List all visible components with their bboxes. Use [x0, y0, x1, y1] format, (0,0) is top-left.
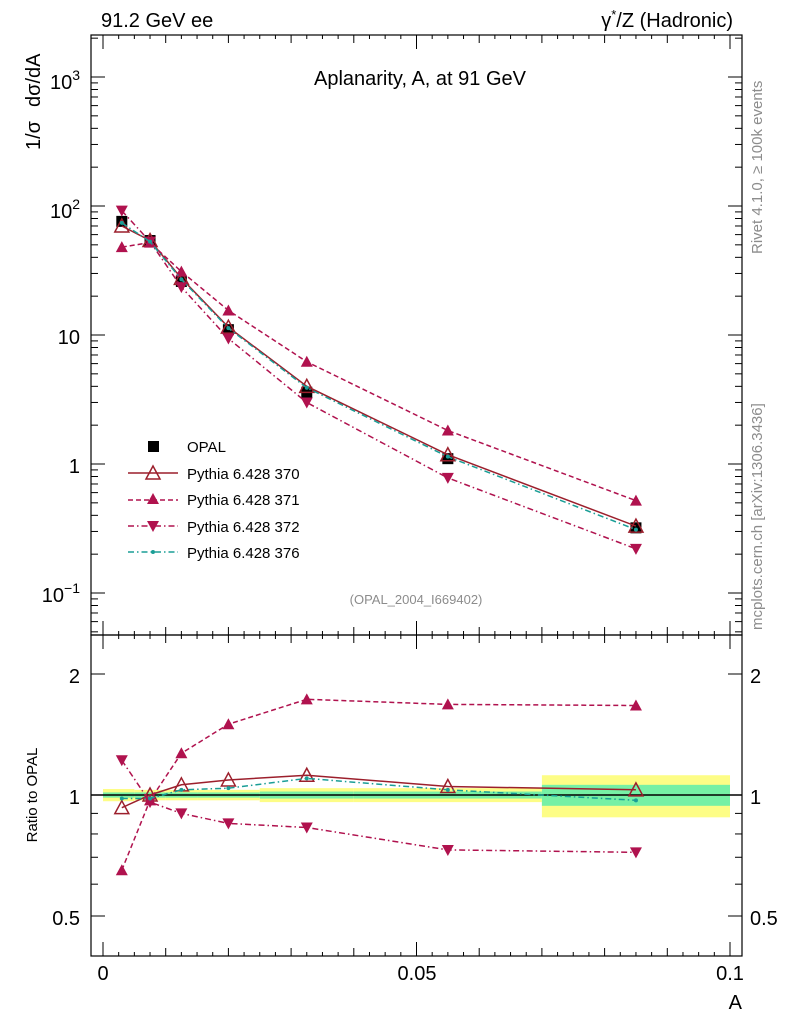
- x-tick-label-0.1: 0.1: [716, 963, 744, 985]
- data-point-p371-3: [222, 304, 235, 316]
- data-point-p376-5: [445, 787, 450, 792]
- ratio-y-tick-label-2-right: 2: [750, 666, 761, 688]
- data-point-p376-3: [226, 326, 231, 331]
- y-tick-label-0.1: 10−1: [42, 580, 80, 607]
- header-left: 91.2 GeV ee: [101, 10, 213, 32]
- x-tick-label-0.05: 0.05: [398, 963, 437, 985]
- data-point-p372-1: [144, 797, 157, 809]
- ratio-y-tick-label-2: 2: [69, 666, 80, 688]
- data-point-p372-5: [441, 844, 454, 856]
- data-point-p370-6: [627, 781, 645, 797]
- data-point-p371-0: [115, 241, 128, 253]
- data-point-p371-6: [629, 699, 642, 711]
- data-point-p372-2: [175, 808, 188, 820]
- legend-item-p371: Pythia 6.428 371: [128, 492, 300, 509]
- y-tick-label-1000: 103: [50, 67, 80, 94]
- ratio-y-tick-label-1: 1: [69, 787, 80, 809]
- x-tick-label-0: 0: [97, 963, 108, 985]
- data-point-p376-4: [304, 385, 309, 390]
- ratio-y-label: Ratio to OPAL: [24, 748, 41, 843]
- analysis-reference: (OPAL_2004_I669402): [350, 592, 483, 607]
- ratio-y-tick-label-1-right: 1: [750, 787, 761, 809]
- legend-marker-p371: [147, 493, 159, 504]
- series-line-p371: [121, 241, 637, 502]
- data-point-p376-3: [226, 786, 231, 791]
- legend: OPAL Pythia 6.428 370 Pythia 6.428 371 P…: [128, 439, 300, 562]
- x-axis-label: A: [729, 992, 743, 1014]
- data-point-p376-1: [148, 796, 153, 801]
- data-point-p376-4: [304, 776, 309, 781]
- data-point-p376-5: [445, 454, 450, 459]
- data-point-p371-2: [175, 747, 188, 759]
- legend-item-opal: OPAL: [148, 439, 226, 456]
- data-point-p370-5: [439, 777, 457, 794]
- series-line-p376: [121, 222, 637, 531]
- data-point-p370-3: [220, 318, 237, 334]
- legend-item-p372: Pythia 6.428 372: [128, 519, 300, 536]
- main-series: [113, 205, 645, 555]
- data-point-p372-4: [300, 822, 313, 834]
- data-point-opal-2: [175, 275, 187, 287]
- main-ticks: [91, 35, 742, 635]
- y-tick-label-100: 102: [50, 196, 80, 223]
- data-point-p372-6: [629, 847, 642, 859]
- data-point-p372-0: [115, 755, 128, 767]
- legend-label-p370: Pythia 6.428 370: [187, 466, 300, 483]
- legend-label-p371: Pythia 6.428 371: [187, 492, 300, 509]
- data-point-p376-6: [633, 527, 638, 532]
- data-point-opal-5: [442, 453, 454, 465]
- ratio-y-tick-label-0.5: 0.5: [52, 908, 80, 930]
- data-point-p376-2: [179, 277, 184, 282]
- data-point-p371-4: [300, 355, 313, 367]
- data-point-p372-4: [300, 397, 313, 409]
- legend-marker-opal: [148, 441, 159, 452]
- data-point-p376-6: [633, 798, 638, 803]
- data-point-p370-3: [220, 771, 237, 787]
- data-point-p372-2: [175, 282, 188, 294]
- data-point-p372-6: [629, 543, 642, 555]
- data-point-p370-4: [298, 766, 316, 782]
- legend-marker-p376: [151, 550, 155, 554]
- main-y-label: 1/σdσ/dA: [23, 53, 45, 150]
- data-point-p376-1: [148, 239, 153, 244]
- data-point-p371-5: [441, 424, 454, 436]
- data-point-p372-0: [115, 205, 128, 217]
- data-point-p372-3: [222, 333, 235, 345]
- header-right: γ*/Z (Hadronic): [601, 7, 733, 32]
- legend-item-p376: Pythia 6.428 376: [128, 545, 300, 562]
- data-point-p371-0: [115, 864, 128, 876]
- data-point-p376-0: [119, 796, 124, 801]
- data-point-p370-6: [627, 517, 645, 533]
- data-point-p371-2: [175, 265, 188, 277]
- data-point-p371-3: [222, 718, 235, 730]
- data-point-p372-3: [222, 818, 235, 830]
- legend-label-p372: Pythia 6.428 372: [187, 519, 300, 536]
- rivet-version-label: Rivet 4.1.0, ≥ 100k events: [749, 81, 766, 254]
- ratio-panel: Ratio to OPAL 2 1 0.5 2 1 0.5 0 0.05 0.1…: [24, 634, 778, 1014]
- legend-label-p376: Pythia 6.428 376: [187, 545, 300, 562]
- ratio-y-tick-label-0.5-right: 0.5: [750, 908, 778, 930]
- ratio-ticks: [91, 635, 742, 956]
- data-point-p370-0: [113, 799, 131, 815]
- y-tick-label-10: 10: [58, 327, 80, 349]
- ratio-series: [113, 693, 645, 876]
- data-point-p371-6: [629, 494, 642, 506]
- legend-item-p370: Pythia 6.428 370: [128, 464, 300, 483]
- y-tick-label-1: 1: [69, 456, 80, 478]
- data-point-p371-5: [441, 698, 454, 710]
- data-point-p376-2: [179, 787, 184, 792]
- legend-marker-p370: [144, 464, 162, 480]
- legend-label-opal: OPAL: [187, 439, 226, 456]
- data-point-p371-4: [300, 693, 313, 705]
- data-point-p372-5: [441, 472, 454, 484]
- legend-marker-p372: [147, 521, 159, 532]
- chart-title: Aplanarity, A, at 91 GeV: [314, 68, 527, 90]
- data-point-p376-0: [119, 220, 124, 225]
- mcplots-label: mcplots.cern.ch [arXiv:1306.3436]: [749, 403, 766, 630]
- main-panel: Aplanarity, A, at 91 GeV 1/σdσ/dA 103 10…: [23, 34, 743, 636]
